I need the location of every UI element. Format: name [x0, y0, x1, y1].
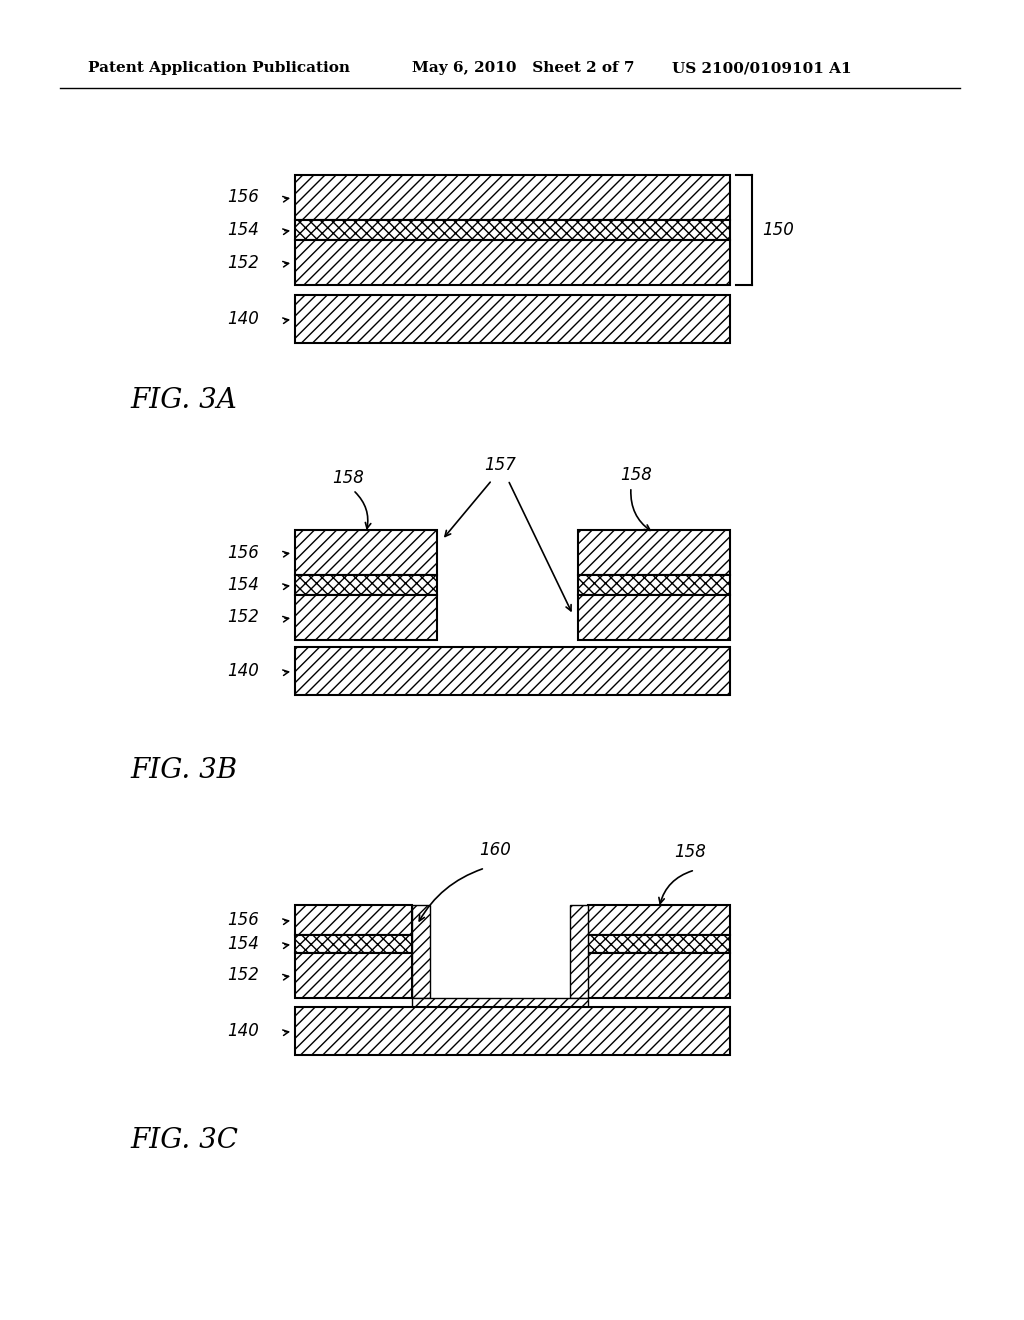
Bar: [578, 595, 730, 640]
Text: 156: 156: [227, 544, 259, 561]
Text: FIG. 3C: FIG. 3C: [130, 1126, 238, 1154]
Bar: [295, 953, 412, 998]
Bar: [570, 906, 588, 998]
Text: 150: 150: [762, 220, 794, 239]
Text: 140: 140: [227, 663, 259, 680]
Bar: [295, 1007, 730, 1055]
Bar: [295, 531, 437, 576]
Text: FIG. 3B: FIG. 3B: [130, 756, 238, 784]
Text: 152: 152: [227, 609, 259, 627]
Bar: [588, 906, 730, 935]
Bar: [295, 576, 437, 595]
Bar: [412, 998, 588, 1016]
Text: 156: 156: [227, 189, 259, 206]
Bar: [412, 906, 430, 998]
Text: 154: 154: [227, 935, 259, 953]
Text: 158: 158: [621, 466, 652, 484]
Bar: [578, 531, 730, 576]
Text: May 6, 2010   Sheet 2 of 7: May 6, 2010 Sheet 2 of 7: [412, 61, 635, 75]
Text: 152: 152: [227, 253, 259, 272]
Text: 157: 157: [484, 455, 516, 474]
Text: 154: 154: [227, 220, 259, 239]
Text: 152: 152: [227, 966, 259, 985]
Text: 154: 154: [227, 576, 259, 594]
Text: FIG. 3A: FIG. 3A: [130, 387, 237, 413]
Text: 140: 140: [227, 310, 259, 327]
Bar: [295, 935, 412, 953]
Bar: [295, 294, 730, 343]
Text: 140: 140: [227, 1022, 259, 1040]
Bar: [295, 647, 730, 696]
Bar: [588, 953, 730, 998]
Text: 158: 158: [674, 843, 706, 861]
Bar: [588, 935, 730, 953]
Text: Patent Application Publication: Patent Application Publication: [88, 61, 350, 75]
Bar: [295, 906, 412, 935]
Bar: [295, 176, 730, 220]
Text: US 2100/0109101 A1: US 2100/0109101 A1: [672, 61, 852, 75]
Bar: [295, 595, 437, 640]
Bar: [295, 220, 730, 240]
Bar: [578, 576, 730, 595]
Text: 158: 158: [332, 469, 364, 487]
Bar: [295, 240, 730, 285]
Text: 160: 160: [479, 841, 511, 859]
Text: 156: 156: [227, 911, 259, 929]
